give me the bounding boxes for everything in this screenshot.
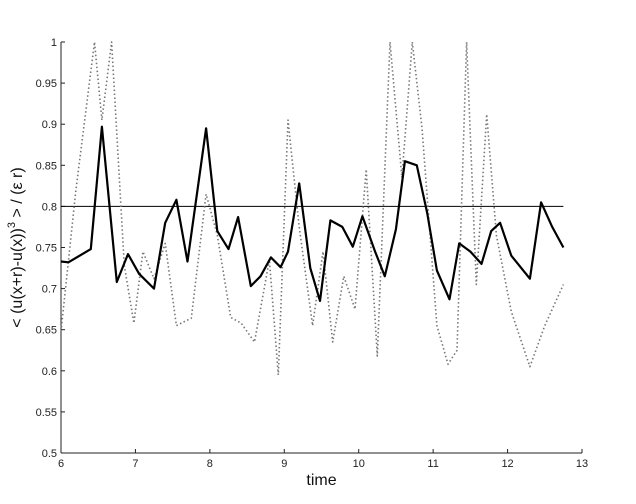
y-tick-label: 0.95 bbox=[36, 78, 57, 90]
axes bbox=[60, 42, 582, 454]
x-tick-label: 7 bbox=[132, 458, 138, 470]
x-axis-label: time bbox=[306, 472, 336, 489]
series-solid-line bbox=[60, 125, 565, 302]
x-tick-label: 11 bbox=[427, 458, 438, 470]
y-tick-label: 0.55 bbox=[36, 407, 57, 419]
y-axis-label-close: > / (ε r) bbox=[9, 167, 26, 222]
y-tick-label: 1 bbox=[51, 37, 57, 49]
y-tick-label: 0.8 bbox=[42, 201, 57, 213]
y-axis-label: < (u(x+r)-u(x))3 > / (ε r) bbox=[6, 167, 26, 327]
x-tick-label: 8 bbox=[207, 458, 213, 470]
y-tick-label: 0.65 bbox=[36, 325, 57, 337]
x-tick-label: 12 bbox=[501, 458, 513, 470]
y-tick-label: 0.85 bbox=[36, 160, 57, 172]
y-ticks: 0.5 0.55 0.6 0.65 0.7 0.75 0.8 0.85 0.9 0.95 1 bbox=[36, 37, 65, 460]
y-tick-label: 0.7 bbox=[42, 284, 57, 296]
series-dotted-line bbox=[60, 41, 565, 376]
y-tick-label: 0.75 bbox=[36, 243, 57, 255]
y-tick-label: 0.6 bbox=[42, 366, 57, 378]
x-tick-label: 6 bbox=[58, 458, 64, 470]
y-axis-label-open: < (u(x+r)-u(x)) bbox=[9, 228, 26, 328]
y-tick-label: 0.5 bbox=[42, 448, 57, 460]
y-tick-label: 0.9 bbox=[42, 119, 57, 131]
x-ticks: 6 7 8 9 10 11 12 13 bbox=[58, 449, 588, 470]
y-axis-label-exponent: 3 bbox=[6, 222, 18, 228]
x-tick-label: 9 bbox=[281, 458, 287, 470]
x-tick-label: 10 bbox=[353, 458, 365, 470]
x-tick-label: 13 bbox=[576, 458, 588, 470]
series-layer bbox=[60, 41, 565, 376]
